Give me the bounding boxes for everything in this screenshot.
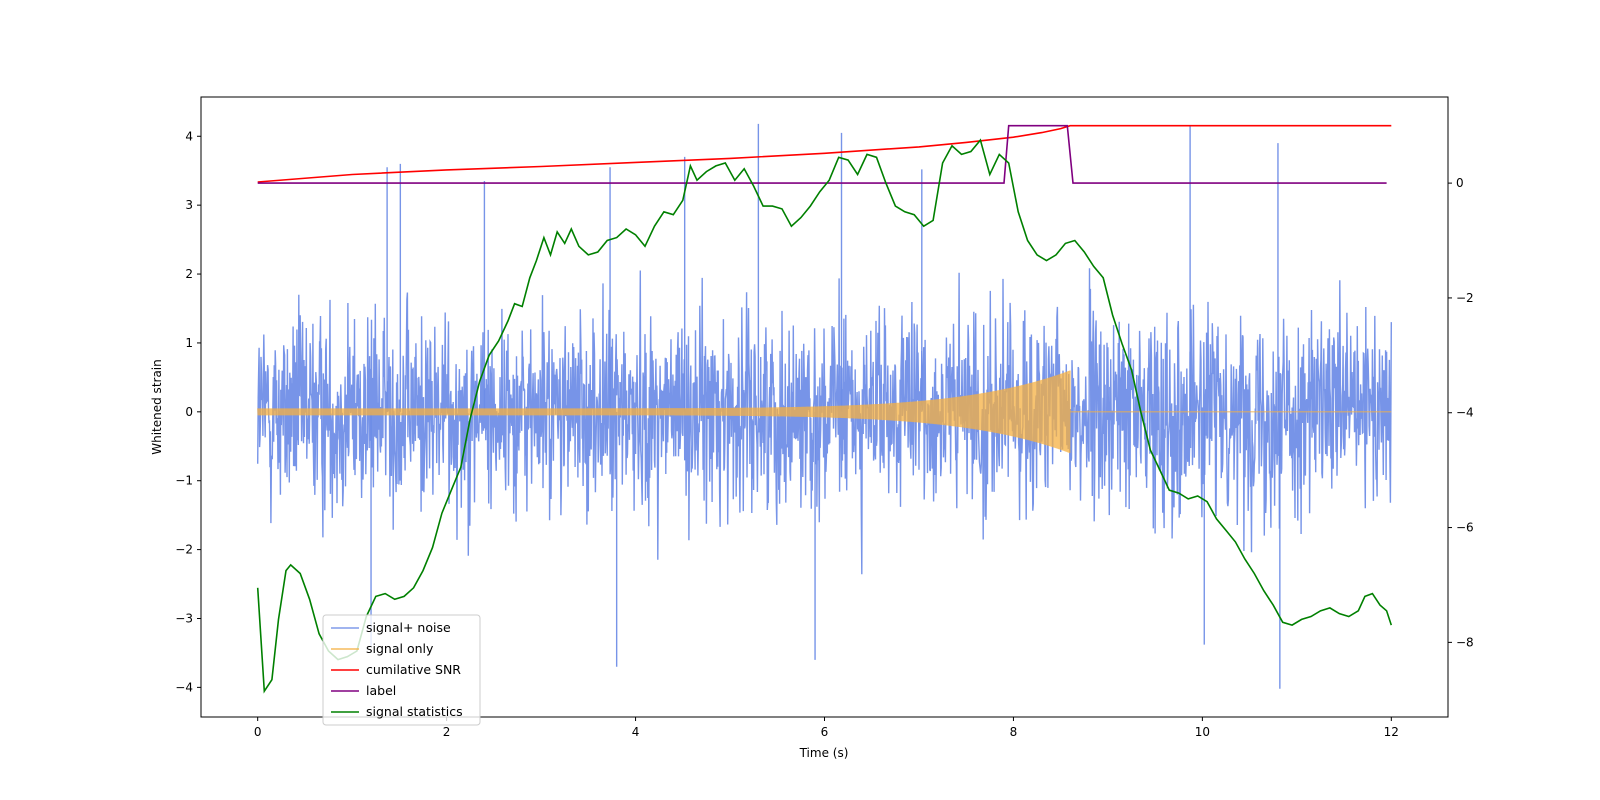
y2-tick-label: −2 xyxy=(1456,291,1474,305)
y-tick-label: −1 xyxy=(175,474,193,488)
y-tick-label: −2 xyxy=(175,543,193,557)
y2-tick-label: −6 xyxy=(1456,521,1474,535)
y2-tick-label: −4 xyxy=(1456,406,1474,420)
legend-label: signal only xyxy=(366,641,434,656)
legend-label: signal+ noise xyxy=(366,620,451,635)
x-tick-label: 8 xyxy=(1010,725,1018,739)
series-label-line xyxy=(257,124,1387,184)
x-tick-label: 10 xyxy=(1195,725,1210,739)
x-tick-label: 0 xyxy=(254,725,262,739)
series-signal-noise-line xyxy=(257,268,1392,575)
series-cumulative-snr-line xyxy=(257,124,1392,183)
y2-tick-label: 0 xyxy=(1456,176,1464,190)
series-signal-statistics-line xyxy=(256,138,1393,694)
legend-label: signal statistics xyxy=(366,704,463,719)
x-tick-label: 2 xyxy=(443,725,451,739)
x-tick-label: 12 xyxy=(1384,725,1399,739)
y-tick-label: −4 xyxy=(175,680,193,694)
y-tick-label: 1 xyxy=(185,336,193,350)
y-tick-label: 0 xyxy=(185,405,193,419)
x-tick-label: 6 xyxy=(821,725,829,739)
legend-label: label xyxy=(366,683,396,698)
legend: signal+ noise signal only cumilative SNR la… xyxy=(322,614,481,726)
legend-label: cumilative SNR xyxy=(366,662,461,677)
y-tick-label: 3 xyxy=(185,198,193,212)
y-tick-label: 2 xyxy=(185,267,193,281)
legend-box xyxy=(322,614,481,726)
x-tick-label: 4 xyxy=(632,725,640,739)
series-signal-only-line xyxy=(257,370,1392,454)
y2-tick-label: −8 xyxy=(1456,635,1474,649)
series-layer xyxy=(256,123,1393,694)
y-tick-label: 4 xyxy=(185,129,193,143)
x-axis-label: Time (s) xyxy=(799,746,849,760)
y-tick-label: −3 xyxy=(175,611,193,625)
y-axis-label: Whitened strain xyxy=(150,359,164,455)
